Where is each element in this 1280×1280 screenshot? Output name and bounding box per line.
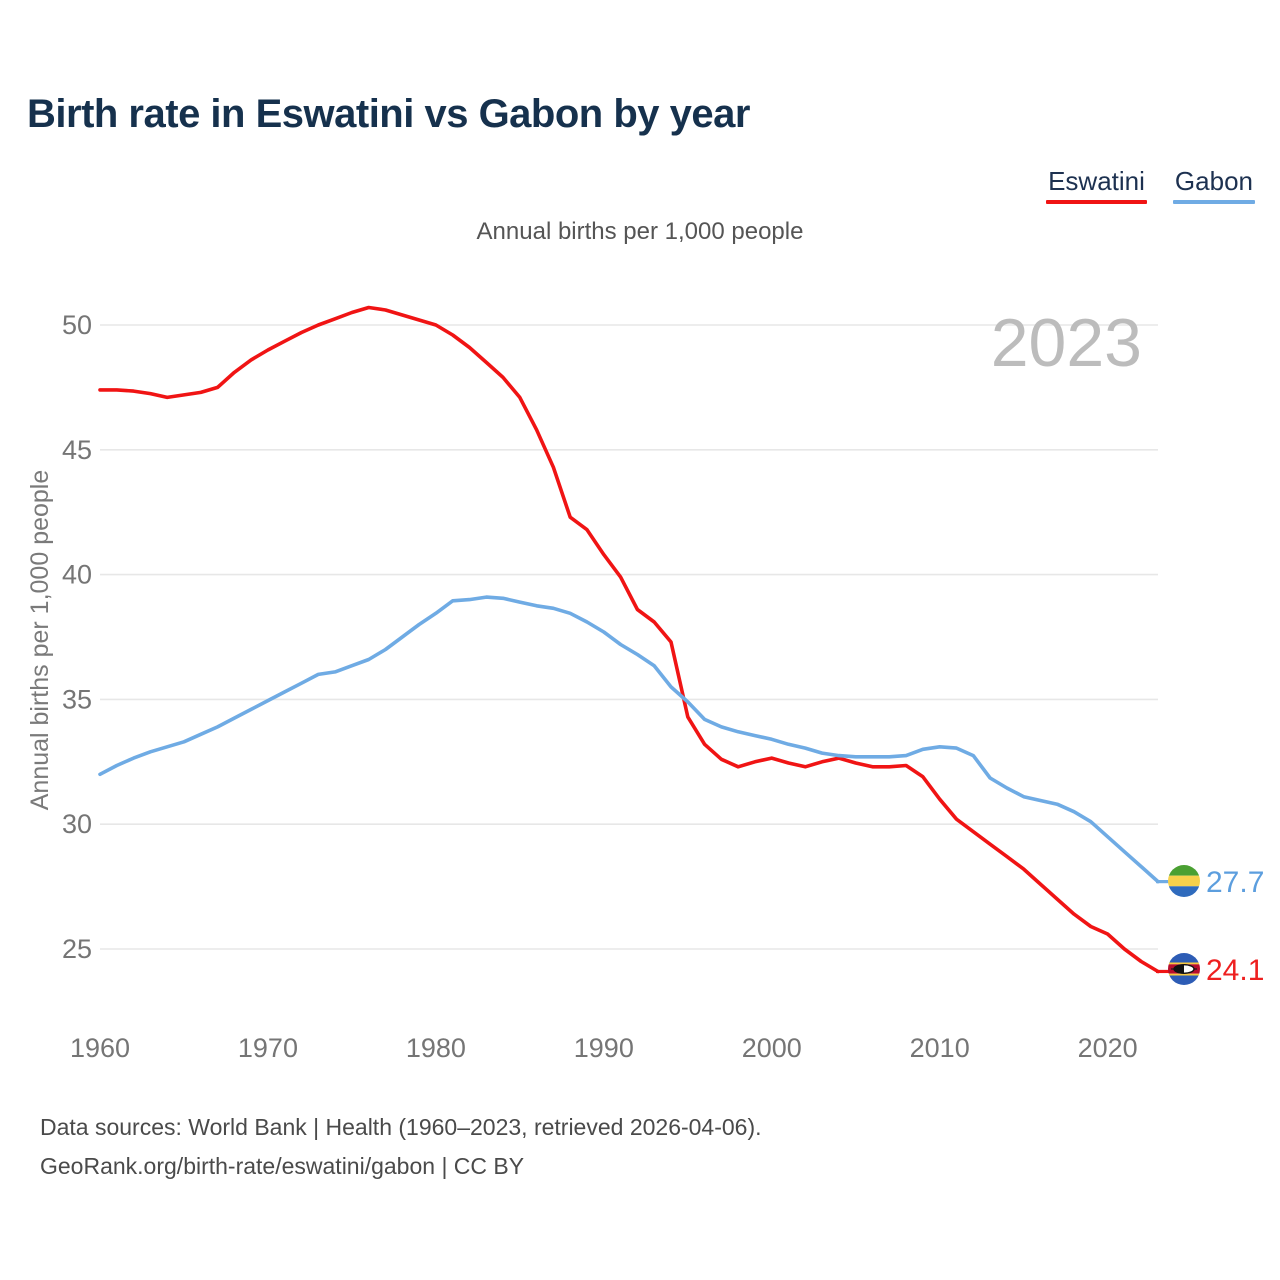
legend-label-gabon: Gabon [1174, 166, 1253, 196]
eswatini-end-value-label: 24.1 [1206, 954, 1264, 987]
x-tick-label-2020: 2020 [1078, 1033, 1138, 1063]
legend-color-bar-eswatini [1046, 200, 1147, 204]
y-axis-title: Annual births per 1,000 people [26, 470, 54, 811]
y-tick-label-30: 30 [62, 809, 92, 839]
x-tick-label-2000: 2000 [742, 1033, 802, 1063]
chart-subtitle: Annual births per 1,000 people [476, 218, 804, 245]
y-tick-label-45: 45 [62, 435, 92, 465]
x-tick-label-2010: 2010 [910, 1033, 970, 1063]
year-watermark: 2023 [991, 305, 1142, 381]
y-tick-label-25: 25 [62, 934, 92, 964]
eswatini-flag-icon [1168, 953, 1200, 985]
legend: Eswatini Gabon [1046, 166, 1255, 204]
data-source-line: Data sources: World Bank | Health (1960–… [40, 1114, 762, 1140]
gabon-flag-icon [1168, 865, 1200, 897]
legend-item-eswatini[interactable]: Eswatini [1046, 166, 1147, 204]
legend-item-gabon[interactable]: Gabon [1172, 166, 1255, 204]
source-attribution: Data sources: World Bank | Health (1960–… [40, 1108, 762, 1186]
series-line-gabon [98, 595, 1160, 884]
data-series-lines [98, 305, 1169, 974]
x-tick-label-1970: 1970 [238, 1033, 298, 1063]
georank-url-line: GeoRank.org/birth-rate/eswatini/gabon | … [40, 1153, 525, 1179]
page-title: Birth rate in Eswatini vs Gabon by year [27, 92, 750, 136]
y-tick-label-40: 40 [62, 560, 92, 590]
x-tick-label-1990: 1990 [574, 1033, 634, 1063]
y-tick-label-35: 35 [62, 684, 92, 714]
x-tick-label-1960: 1960 [70, 1033, 130, 1063]
gabon-end-value-label: 27.7 [1206, 866, 1264, 899]
x-axis-tick-labels: 1960 1970 1980 1990 2000 2010 2020 [70, 1033, 1138, 1063]
x-tick-label-1980: 1980 [406, 1033, 466, 1063]
series-line-eswatini [98, 305, 1160, 974]
legend-color-bar-gabon [1172, 200, 1255, 204]
line-chart: 2023 25 30 35 40 45 50 1960 1970 1980 1990 2000 20… [0, 260, 1280, 1080]
gridlines [100, 324, 1158, 950]
chart-canvas: 2023 25 30 35 40 45 50 1960 1970 1980 1990 2000 20… [26, 305, 1264, 1063]
y-axis-tick-labels: 25 30 35 40 45 50 [62, 310, 92, 964]
y-tick-label-50: 50 [62, 310, 92, 340]
legend-label-eswatini: Eswatini [1048, 166, 1145, 196]
